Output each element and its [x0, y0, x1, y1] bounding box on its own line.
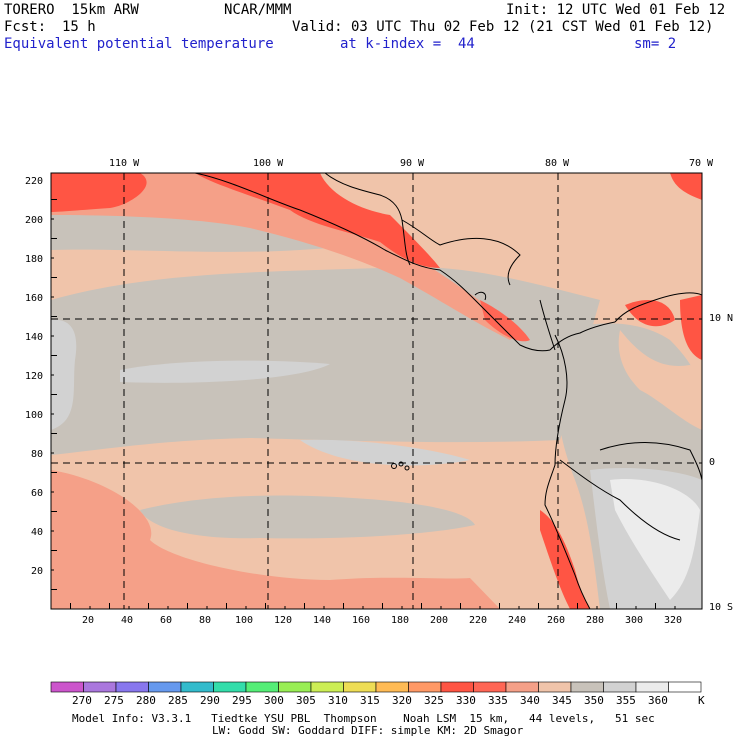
colorbar-swatch-16	[570, 681, 604, 693]
x-tick-220: 220	[469, 615, 488, 626]
lon-label-70w: 70 W	[689, 158, 714, 169]
colorbar-swatch-11	[408, 681, 442, 693]
colorbar-swatch-2	[115, 681, 149, 693]
x-tick-100: 100	[235, 615, 254, 626]
x-tick-240: 240	[508, 615, 527, 626]
y-tick-20: 20	[31, 566, 44, 577]
y-tick-80: 80	[31, 449, 44, 460]
cb-label-310: 310	[328, 694, 348, 707]
x-tick-20: 20	[82, 615, 95, 626]
colorbar-swatch-12	[440, 681, 474, 693]
colorbar-swatch-6	[245, 681, 279, 693]
valid-time: Valid: 03 UTC Thu 02 Feb 12 (21 CST Wed …	[292, 19, 714, 35]
x-tick-320: 320	[664, 615, 683, 626]
lat-label-0: 0	[709, 457, 716, 468]
x-tick-120: 120	[274, 615, 293, 626]
lon-label-80w: 80 W	[545, 158, 570, 169]
cb-label-355: 355	[616, 694, 636, 707]
y-tick-200: 200	[25, 215, 44, 226]
y-tick-40: 40	[31, 527, 44, 538]
y-tick-120: 120	[25, 371, 44, 382]
coastlines	[194, 173, 702, 609]
graticule	[51, 173, 702, 609]
x-tick-280: 280	[586, 615, 605, 626]
cb-label-360: 360	[648, 694, 668, 707]
field-name: Equivalent potential temperature	[4, 36, 274, 52]
cb-label-295: 295	[232, 694, 252, 707]
cb-label-350: 350	[584, 694, 604, 707]
cb-label-305: 305	[296, 694, 316, 707]
forecast-hour: 15 h	[62, 19, 96, 35]
y-tick-60: 60	[31, 488, 44, 499]
smoothing-info: sm= 2	[634, 36, 677, 52]
cb-label-335: 335	[488, 694, 508, 707]
model-info: Model Info: V3.3.1 Tiedtke YSU PBL Thomp…	[72, 712, 655, 725]
lon-label-90w: 90 W	[400, 158, 425, 169]
cb-label-330: 330	[456, 694, 476, 707]
x-tick-140: 140	[313, 615, 332, 626]
colorbar-swatch-9	[343, 681, 377, 693]
colorbar-swatch-15	[538, 681, 572, 693]
cb-label-275: 275	[104, 694, 124, 707]
center-name: NCAR/MMM	[224, 2, 292, 18]
colorbar-swatch-18	[635, 681, 669, 693]
physics-info: LW: Godd SW: Goddard DIFF: simple KM: 2D…	[212, 724, 524, 737]
cb-label-320: 320	[392, 694, 412, 707]
axis-ticks	[50, 199, 676, 610]
theta-e-field	[51, 173, 702, 609]
x-tick-160: 160	[352, 615, 371, 626]
cb-unit: K	[698, 694, 705, 707]
cb-label-290: 290	[200, 694, 220, 707]
model-title: TORERO 15km ARW	[4, 2, 139, 18]
x-tick-200: 200	[430, 615, 449, 626]
lat-label-10s: 10 S	[709, 602, 734, 613]
cb-label-280: 280	[136, 694, 156, 707]
x-tick-60: 60	[160, 615, 173, 626]
colorbar-swatch-0	[50, 681, 84, 693]
y-tick-220: 220	[25, 176, 44, 187]
colorbar-swatch-17	[603, 681, 637, 693]
cb-label-340: 340	[520, 694, 540, 707]
cb-label-345: 345	[552, 694, 572, 707]
colorbar-swatch-4	[180, 681, 214, 693]
cb-label-270: 270	[72, 694, 92, 707]
colorbar-swatch-8	[310, 681, 344, 693]
cb-label-325: 325	[424, 694, 444, 707]
colorbar	[50, 681, 702, 693]
colorbar-swatch-19	[668, 681, 702, 693]
lon-label-100w: 100 W	[253, 158, 284, 169]
cb-label-300: 300	[264, 694, 284, 707]
y-tick-180: 180	[25, 254, 44, 265]
colorbar-swatch-10	[375, 681, 409, 693]
colorbar-swatch-13	[473, 681, 507, 693]
colorbar-swatch-1	[83, 681, 117, 693]
x-tick-180: 180	[391, 615, 410, 626]
cb-label-285: 285	[168, 694, 188, 707]
x-tick-300: 300	[625, 615, 644, 626]
level-info: at k-index = 44	[340, 36, 475, 52]
x-tick-80: 80	[199, 615, 212, 626]
forecast-label: Fcst:	[4, 19, 47, 35]
lon-label-110w: 110 W	[109, 158, 140, 169]
colorbar-swatch-7	[278, 681, 312, 693]
y-tick-140: 140	[25, 332, 44, 343]
lat-label-10n: 10 N	[709, 313, 734, 324]
init-time: Init: 12 UTC Wed 01 Feb 12	[506, 2, 726, 18]
colorbar-swatch-14	[505, 681, 539, 693]
x-tick-260: 260	[547, 615, 566, 626]
cb-label-315: 315	[360, 694, 380, 707]
colorbar-swatch-5	[213, 681, 247, 693]
colorbar-swatch-3	[148, 681, 182, 693]
x-tick-40: 40	[121, 615, 134, 626]
y-tick-160: 160	[25, 293, 44, 304]
map-frame	[50, 172, 703, 610]
y-tick-100: 100	[25, 410, 44, 421]
